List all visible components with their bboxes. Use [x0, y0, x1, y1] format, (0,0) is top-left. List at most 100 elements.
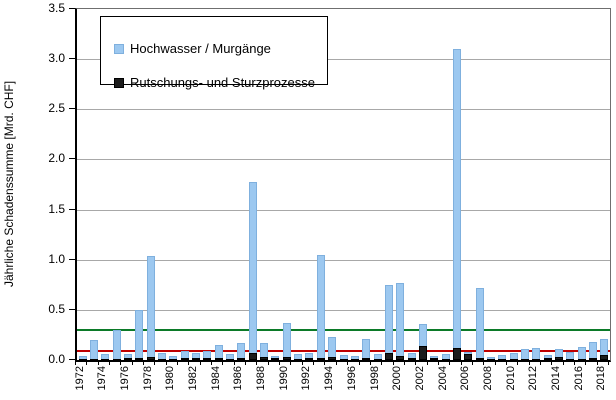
flood-bar-2001 [407, 353, 416, 360]
landslide-bar-1975 [112, 359, 121, 360]
x-axis-tick [596, 361, 598, 365]
landslide-bar-1996 [350, 359, 359, 360]
x-axis-tick-label: 1988 [255, 366, 268, 391]
x-axis-tick [539, 361, 541, 365]
x-axis-tick [143, 361, 145, 365]
x-axis-tick-label: 2010 [504, 366, 517, 391]
y-axis-tick [69, 8, 75, 9]
x-axis-tick-label: 1976 [119, 366, 132, 391]
x-axis-tick [403, 361, 405, 365]
legend: Hochwasser / Murgänge Rutschungs- und St… [100, 16, 328, 90]
flood-bar-2008 [486, 357, 495, 360]
flood-bar-1982 [192, 353, 201, 360]
x-axis-tick [471, 361, 473, 365]
flood-bar-2004 [441, 354, 450, 360]
x-axis-tick [505, 361, 507, 365]
landslide-bar-2013 [543, 358, 552, 360]
flood-bar-1998 [373, 354, 382, 360]
x-axis-tick-label: 1972 [73, 366, 86, 391]
y-axis-tick-label: 1.5 [48, 201, 65, 216]
flood-series-swatch-icon [114, 43, 124, 54]
landslide-bar-2002 [418, 346, 427, 360]
x-axis-tick [449, 361, 451, 365]
landslide-bar-2009 [498, 359, 507, 360]
x-axis-tick-label: 1990 [277, 366, 290, 391]
y-axis-tick [69, 308, 75, 310]
landslide-bar-1979 [158, 359, 167, 360]
flood-bar-2017 [588, 342, 597, 360]
x-axis-tick [86, 361, 88, 365]
x-axis-tick-label: 2012 [527, 366, 540, 391]
x-axis-tick [290, 361, 292, 365]
flood-bar-2007 [475, 288, 484, 360]
x-axis-tick [313, 361, 315, 365]
x-axis-tick [131, 361, 133, 365]
landslide-bar-1977 [135, 358, 144, 360]
legend-item-hochwasser: Hochwasser / Murgänge [114, 41, 271, 56]
flood-bar-1976 [124, 354, 133, 360]
flood-bar-1999 [384, 285, 393, 360]
x-axis-tick [460, 361, 462, 365]
landslide-bar-2000 [396, 356, 405, 360]
landslide-bar-2017 [588, 358, 597, 360]
landslide-bar-1998 [373, 359, 382, 360]
flood-bar-1985 [226, 354, 235, 360]
y-axis-tick-label: 0.5 [48, 301, 65, 316]
landslide-bar-1978 [146, 357, 155, 360]
y-axis-tick-label: 3.5 [48, 1, 65, 15]
flood-bar-2002 [418, 324, 427, 360]
y-axis-tick [69, 58, 75, 60]
x-axis-tick [75, 361, 76, 365]
x-axis-tick [392, 361, 394, 365]
x-axis-tick-label: 1982 [187, 366, 200, 391]
landslide-bar-1982 [192, 358, 201, 360]
x-axis-tick-label: 1986 [232, 366, 245, 391]
landslide-series-swatch-icon [114, 77, 124, 88]
x-axis-tick [199, 361, 201, 365]
flood-bar-1991 [294, 354, 303, 360]
landslide-bar-1976 [124, 358, 133, 360]
x-axis-tick [335, 361, 337, 365]
landslide-bar-2011 [520, 359, 529, 360]
flood-bar-1987 [248, 182, 257, 360]
x-axis-tick [369, 361, 371, 365]
flood-bar-2012 [532, 348, 541, 360]
landslide-bar-2015 [566, 359, 575, 360]
flood-bar-1994 [328, 337, 337, 360]
flood-bar-2018 [600, 339, 609, 360]
x-axis-tick [256, 361, 258, 365]
x-axis-tick [245, 361, 247, 365]
x-axis-tick [528, 361, 530, 365]
x-axis-tick [211, 361, 213, 365]
x-axis-tick-label: 1978 [141, 366, 154, 391]
landslide-bar-1983 [203, 358, 212, 360]
gridline [77, 259, 610, 261]
landslide-bar-2005 [452, 348, 461, 360]
gridline [77, 109, 610, 111]
y-axis-tick-label: 2.5 [48, 101, 65, 116]
x-axis-tick-label: 1974 [96, 366, 109, 391]
flood-bar-1992 [305, 353, 314, 360]
landslide-bar-1997 [362, 358, 371, 360]
x-axis-tick [233, 361, 235, 365]
x-axis-tick [415, 361, 417, 365]
flood-bar-1997 [362, 339, 371, 360]
legend-item-rutschung: Rutschungs- und Sturzprozesse [114, 75, 315, 90]
landslide-bar-2016 [577, 359, 586, 360]
landslide-bar-2014 [554, 357, 563, 360]
flood-bar-1977 [135, 310, 144, 360]
landslide-bar-1974 [101, 359, 110, 360]
gridline [77, 209, 610, 211]
flood-bar-2016 [577, 347, 586, 360]
green-reference-line [77, 328, 610, 331]
landslide-bar-2001 [407, 358, 416, 360]
x-axis-tick [177, 361, 179, 365]
x-axis-tick [585, 361, 587, 365]
y-axis-tick [69, 108, 75, 110]
flood-bar-1984 [214, 345, 223, 360]
flood-bar-1995 [339, 355, 348, 360]
landslide-bar-1990 [282, 357, 291, 360]
landslide-bar-2008 [486, 359, 495, 360]
flood-bar-1990 [282, 323, 291, 360]
